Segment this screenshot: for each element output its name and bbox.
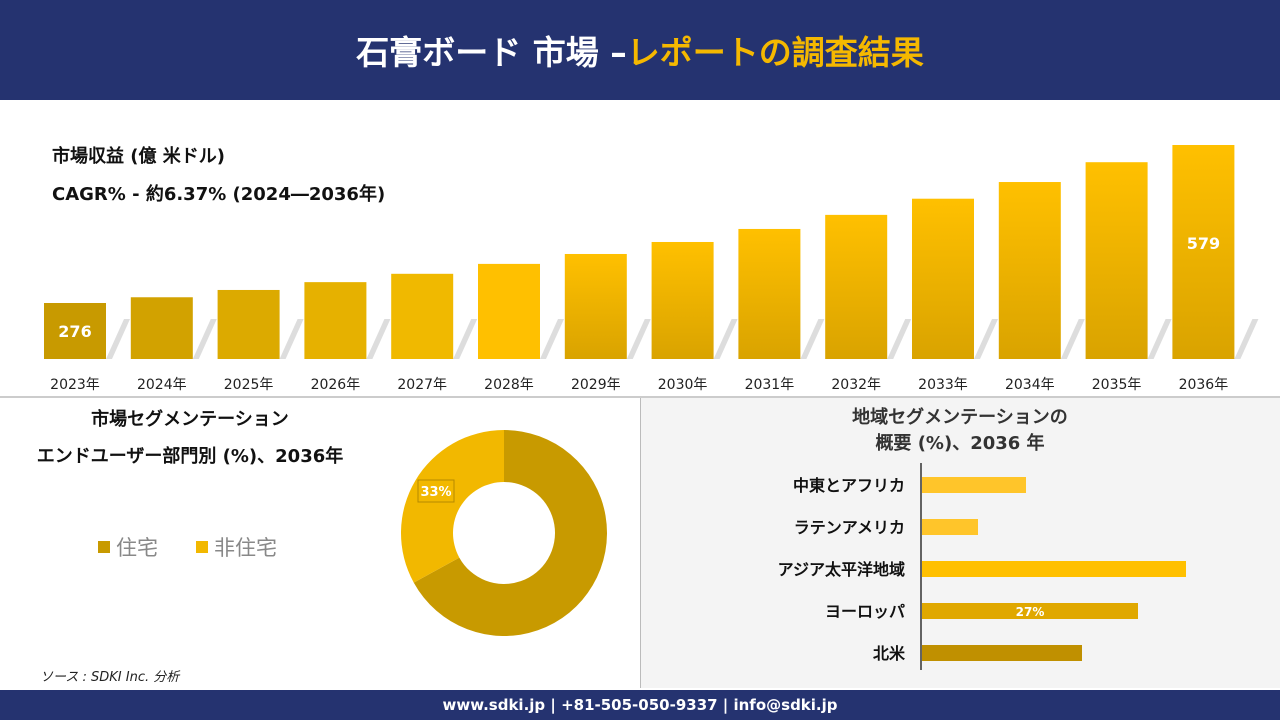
x-tick-label: 2024年 [137, 377, 187, 393]
donut-slice [401, 430, 504, 583]
title-main: 石膏ボード 市場 – [356, 33, 627, 72]
bar-shadow [106, 319, 130, 359]
footer-contact: www.sdki.jp | +81-505-050-9337 | info@sd… [0, 690, 1280, 720]
x-tick-label: 2025年 [224, 377, 274, 393]
end-user-donut-chart: 33% [401, 430, 607, 636]
title-accent: レポートの調査結果 [626, 33, 924, 72]
region-label: ラテンアメリカ [794, 518, 905, 537]
bar-data-label: 27% [1016, 605, 1045, 619]
revenue-bar [391, 273, 454, 359]
region-title-line1: 地域セグメンテーションの [852, 407, 1068, 428]
bar-data-label: 579 [1187, 234, 1220, 253]
header-banner: 石膏ボード 市場 – レポートの調査結果 [0, 0, 1280, 100]
x-tick-label: 2028年 [484, 377, 534, 393]
bar-shadow [453, 319, 478, 359]
bar-shadow [1234, 319, 1259, 359]
revenue-bar [1085, 162, 1148, 359]
revenue-bar [130, 297, 193, 359]
revenue-bar [738, 228, 801, 359]
bar-shadow [713, 319, 738, 359]
bar-shadow [279, 319, 304, 359]
bar-shadow [1147, 319, 1172, 359]
revenue-bar [825, 214, 888, 359]
bar-shadow [800, 319, 825, 359]
revenue-bar [998, 182, 1061, 359]
region-bar [922, 603, 1138, 619]
bar-shadow [626, 319, 651, 359]
x-tick-label: 2035年 [1092, 377, 1142, 393]
revenue-title: 市場収益 (億 米ドル) [52, 146, 225, 167]
x-tick-label: 2032年 [831, 377, 881, 393]
legend-label: 非住宅 [214, 536, 277, 560]
slice-label-box [417, 479, 455, 503]
revenue-bar [651, 241, 714, 359]
legend-label: 住宅 [116, 536, 158, 560]
revenue-bar [478, 263, 540, 359]
donut-slice [413, 430, 607, 636]
revenue-bar [217, 289, 280, 359]
region-label: 北米 [873, 644, 906, 663]
region-bar [922, 561, 1186, 577]
region-label: ヨーロッパ [825, 602, 905, 621]
legend-item-nonresidential: 非住宅 [196, 532, 277, 562]
x-tick-label: 2036年 [1179, 377, 1229, 393]
bar-shadow [192, 319, 217, 359]
cagr-text: CAGR% - 約6.37% (2024―2036年) [52, 184, 386, 205]
region-title: 地域セグメンテーションの 概要 (%)、2036 年 [640, 405, 1280, 457]
x-tick-label: 2023年 [50, 377, 100, 393]
region-bar [922, 645, 1082, 661]
bar-shadow [366, 319, 391, 359]
bar-data-label: 276 [58, 322, 91, 341]
legend-swatch [98, 541, 110, 553]
source-note: ソース : SDKI Inc. 分析 [40, 670, 180, 685]
revenue-bar [564, 253, 627, 359]
bar-shadow [887, 319, 912, 359]
segment-title: 市場セグメンテーション [91, 409, 289, 430]
bar-shadow [1060, 319, 1085, 359]
x-tick-label: 2030年 [658, 377, 708, 393]
legend-item-residential: 住宅 [98, 532, 158, 562]
bar-shadow [540, 319, 564, 359]
revenue-bar [912, 198, 974, 359]
x-tick-label: 2031年 [745, 377, 795, 393]
bar-shadow [974, 319, 998, 359]
revenue-bar [44, 303, 106, 359]
legend-swatch [196, 541, 208, 553]
x-tick-label: 2033年 [918, 377, 968, 393]
segment-subtitle: エンドユーザー部門別 (%)、2036年 [36, 446, 344, 467]
region-panel [640, 398, 1280, 688]
x-tick-label: 2029年 [571, 377, 621, 393]
slice-data-label: 33% [420, 485, 451, 500]
revenue-bar-chart: 2023年 276 2024年 2025年 2026年 2027年 2028年 2029年 20… [44, 145, 1259, 393]
region-label: アジア太平洋地域 [778, 560, 905, 579]
divider [0, 396, 1280, 398]
revenue-bar [304, 282, 367, 359]
donut-legend: 住宅 非住宅 [98, 532, 277, 562]
region-bar [922, 519, 978, 535]
x-tick-label: 2034年 [1005, 377, 1055, 393]
x-tick-label: 2027年 [397, 377, 447, 393]
x-tick-label: 2026年 [311, 377, 361, 393]
region-label: 中東とアフリカ [793, 476, 905, 495]
region-title-line2: 概要 (%)、2036 年 [875, 433, 1045, 454]
region-bar [922, 477, 1026, 493]
revenue-bar [1172, 145, 1235, 359]
